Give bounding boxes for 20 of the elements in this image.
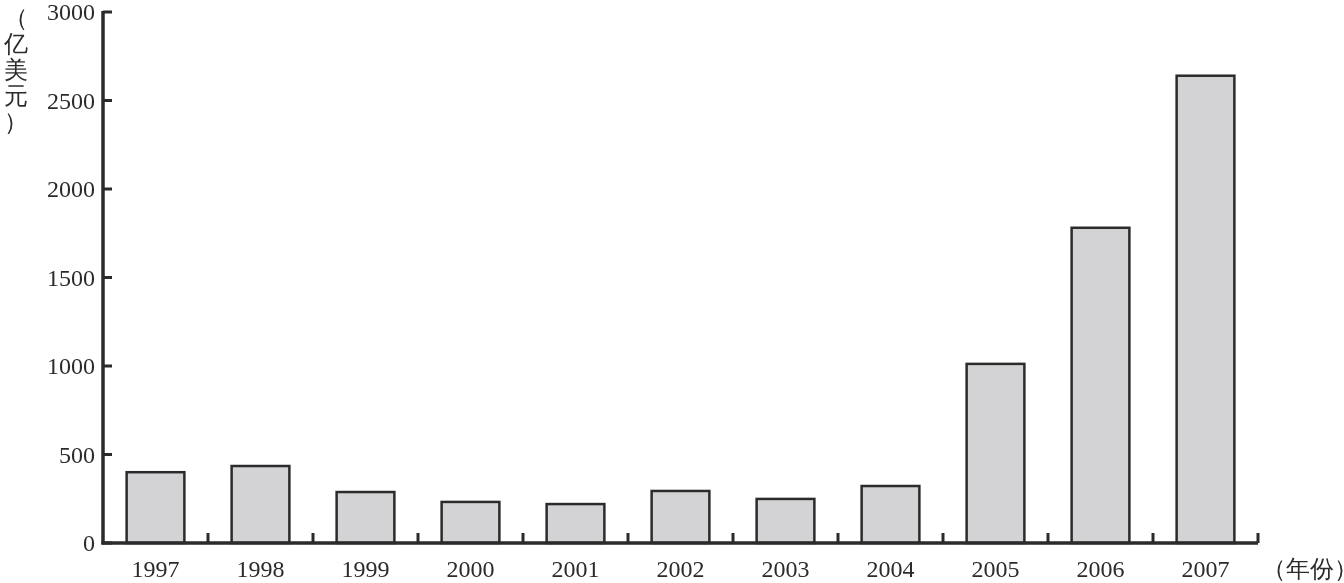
x-tick-label: 2003 (761, 556, 810, 582)
x-tick-label: 2007 (1181, 556, 1230, 582)
y-tick-label: 1000 (47, 353, 95, 379)
y-tick-label: 0 (83, 530, 95, 556)
x-tick-label: 1998 (236, 556, 285, 582)
y-axis-title: （亿美元） (3, 5, 28, 135)
x-tick-label: 1997 (131, 556, 180, 582)
y-tick-label: 500 (59, 441, 95, 468)
x-tick-label: 2002 (656, 556, 705, 582)
y-tick-label: 3000 (47, 0, 95, 25)
x-tick-label: 2000 (446, 556, 495, 582)
y-tick-label: 1500 (47, 264, 95, 291)
y-tick-label: 2500 (47, 87, 95, 114)
x-tick-label: 2001 (551, 556, 600, 582)
x-axis-title: （年份） (1262, 556, 1344, 582)
x-tick-label: 1999 (341, 556, 390, 582)
x-tick-label: 2005 (971, 556, 1020, 582)
y-tick-label: 2000 (47, 176, 95, 202)
x-tick-label: 2006 (1076, 556, 1125, 582)
x-tick-label: 2004 (866, 556, 915, 582)
